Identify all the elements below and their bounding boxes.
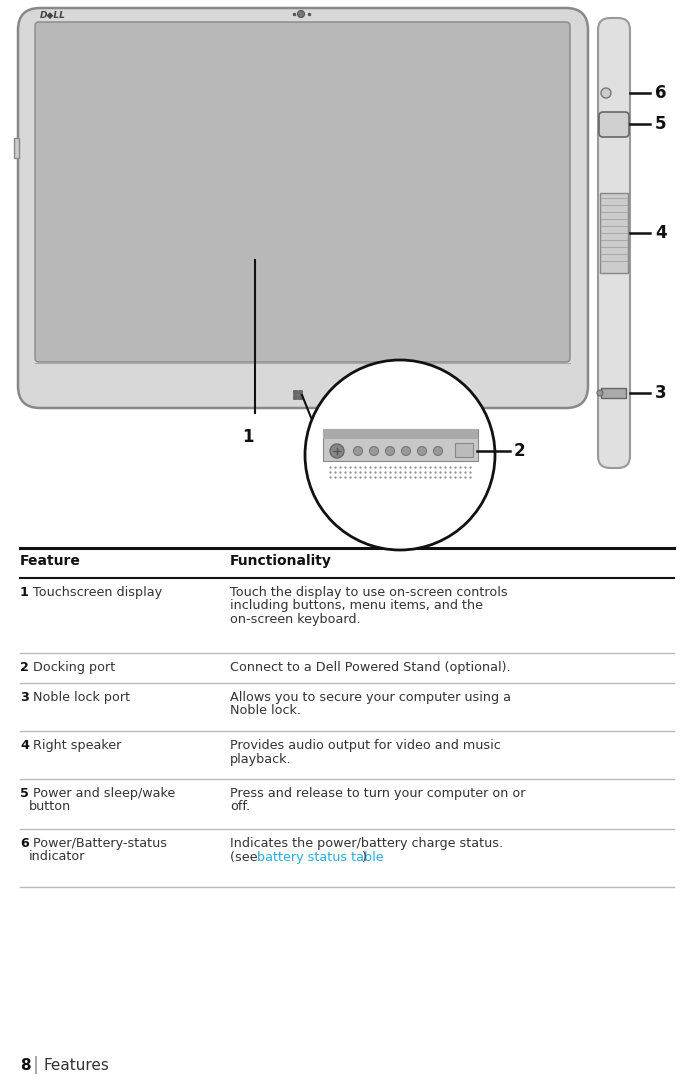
Text: Touch the display to use on-screen controls: Touch the display to use on-screen contr… [230, 586, 507, 599]
Text: Press and release to turn your computer on or: Press and release to turn your computer … [230, 787, 525, 800]
Circle shape [353, 447, 362, 456]
Circle shape [305, 360, 495, 550]
Text: Noble lock.: Noble lock. [230, 704, 301, 717]
Bar [298, 395, 302, 399]
Text: Feature: Feature [20, 554, 81, 568]
Text: (see: (see [230, 850, 262, 863]
Circle shape [369, 447, 378, 456]
Text: 8: 8 [20, 1058, 31, 1073]
Circle shape [330, 444, 344, 458]
Text: 5: 5 [655, 115, 666, 133]
Circle shape [298, 11, 305, 17]
FancyBboxPatch shape [35, 22, 570, 362]
FancyBboxPatch shape [18, 8, 588, 408]
Text: playback.: playback. [230, 752, 291, 765]
Circle shape [402, 447, 410, 456]
Bar [455, 443, 473, 457]
Bar [323, 428, 478, 461]
Text: Connect to a Dell Powered Stand (optional).: Connect to a Dell Powered Stand (optiona… [230, 661, 511, 674]
Circle shape [385, 447, 394, 456]
Text: 2: 2 [514, 443, 525, 460]
Text: 4: 4 [655, 224, 667, 242]
Bar [293, 395, 297, 399]
FancyBboxPatch shape [598, 18, 630, 469]
Text: Noble lock port: Noble lock port [29, 691, 130, 704]
Text: Touchscreen display: Touchscreen display [29, 586, 162, 599]
Text: off.: off. [230, 801, 250, 814]
Text: battery status table: battery status table [257, 850, 384, 863]
Text: button: button [29, 801, 71, 814]
Circle shape [597, 390, 603, 396]
FancyBboxPatch shape [599, 113, 629, 137]
Bar [298, 390, 302, 394]
Text: Power and sleep/wake: Power and sleep/wake [29, 787, 176, 800]
Bar [293, 390, 297, 394]
Text: 1: 1 [20, 586, 29, 599]
Text: on-screen keyboard.: on-screen keyboard. [230, 613, 361, 626]
Text: 5: 5 [20, 787, 29, 800]
Text: Power/Battery-status: Power/Battery-status [29, 837, 167, 850]
Circle shape [418, 447, 427, 456]
Bar [600, 193, 628, 273]
Text: 6: 6 [655, 84, 666, 102]
Bar [601, 388, 626, 398]
Text: 3: 3 [655, 384, 667, 403]
Text: ): ) [361, 850, 366, 863]
Text: 3: 3 [20, 691, 29, 704]
Text: Right speaker: Right speaker [29, 739, 121, 752]
Text: Docking port: Docking port [29, 661, 115, 674]
Text: Provides audio output for video and music: Provides audio output for video and musi… [230, 739, 501, 752]
Circle shape [434, 447, 443, 456]
Text: 2: 2 [20, 661, 29, 674]
Text: indicator: indicator [29, 850, 85, 863]
Text: 4: 4 [20, 739, 29, 752]
Bar [323, 428, 478, 439]
Text: 6: 6 [20, 837, 28, 850]
Text: Indicates the power/battery charge status.: Indicates the power/battery charge statu… [230, 837, 503, 850]
Bar [14, 138, 19, 158]
Text: Allows you to secure your computer using a: Allows you to secure your computer using… [230, 691, 511, 704]
Text: Features: Features [44, 1058, 110, 1073]
Circle shape [601, 88, 611, 98]
Text: Functionality: Functionality [230, 554, 332, 568]
Text: 1: 1 [242, 428, 254, 446]
Text: including buttons, menu items, and the: including buttons, menu items, and the [230, 599, 483, 612]
Text: D◆LL: D◆LL [40, 11, 66, 19]
